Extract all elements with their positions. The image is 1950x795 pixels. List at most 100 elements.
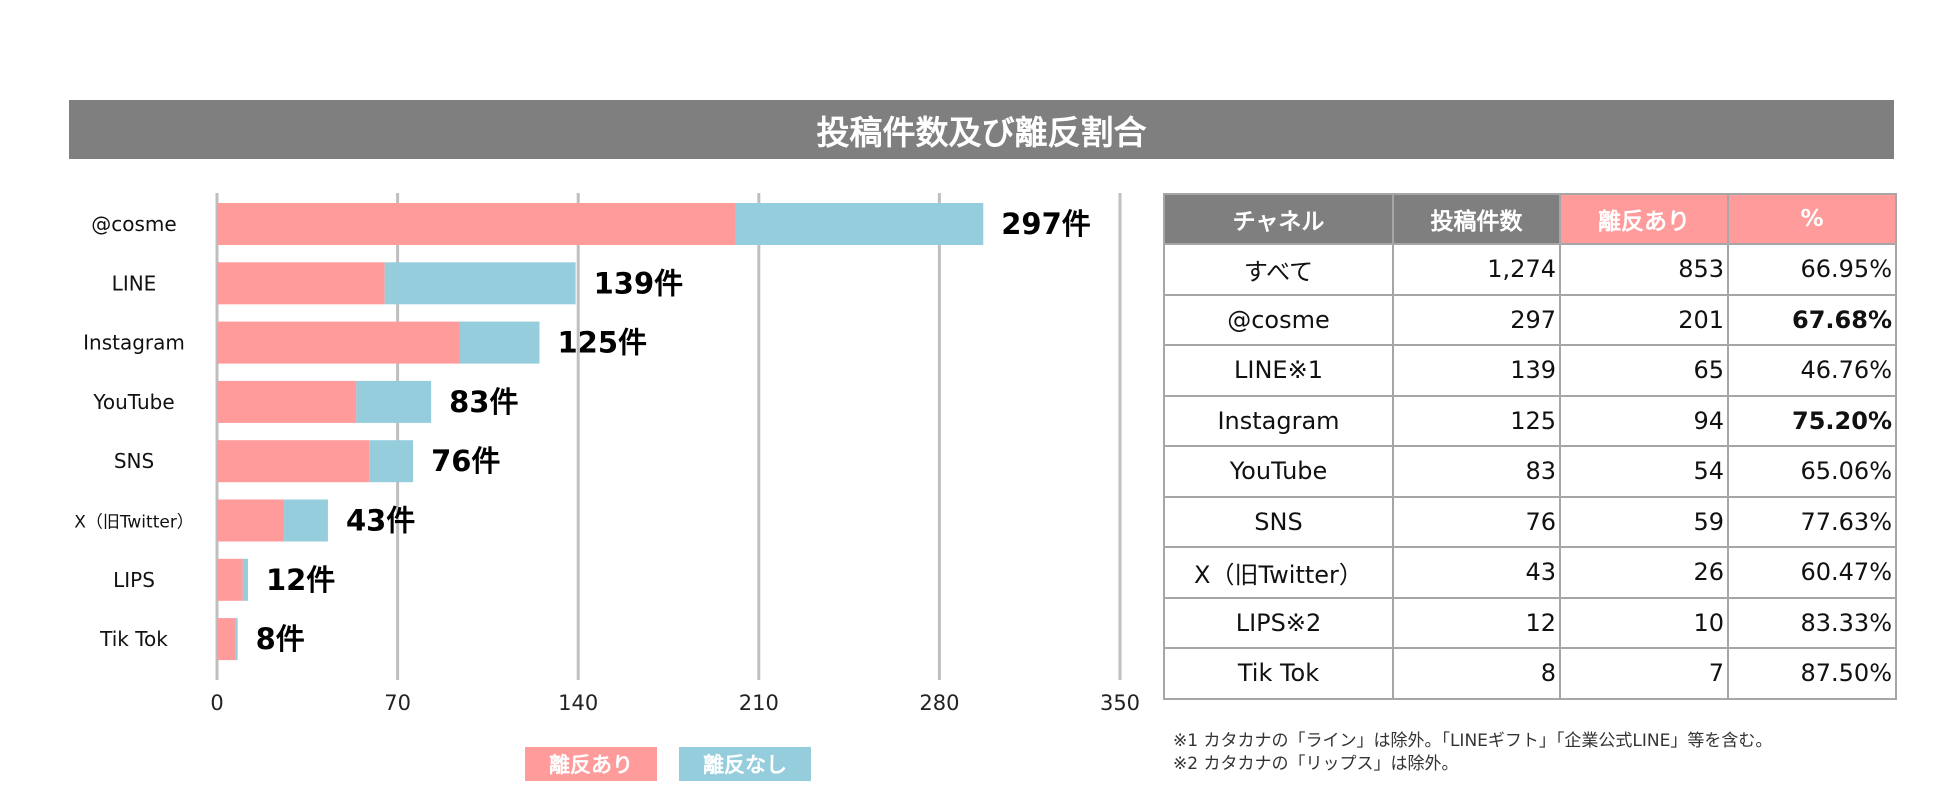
cell-churn: 201 xyxy=(1559,293,1729,346)
cell-percent: 65.06% xyxy=(1727,445,1897,498)
y-category-label: YouTube xyxy=(92,390,174,414)
table-row: すべて 1,274 853 66.95% xyxy=(1163,243,1897,296)
header-channel: チャネル xyxy=(1163,193,1394,245)
footnote-2: ※2 カタカナの「リップス」は除外。 xyxy=(1173,754,1459,774)
x-tick-label: 0 xyxy=(210,691,223,715)
bar-no-churn xyxy=(384,262,576,305)
cell-churn: 853 xyxy=(1559,243,1729,296)
bar-chart: 0 70 140 210 280 350 @cosme 297件 LINE 139件 Instagr… xyxy=(74,193,1140,715)
cell-posts: 83 xyxy=(1392,445,1561,498)
footnotes: ※1 カタカナの「ライン」は除外。「LINEギフト」「企業公式LINE」等を含む… xyxy=(1173,730,1772,776)
bar-churn xyxy=(217,499,285,542)
cell-channel: X（旧Twitter） xyxy=(1163,546,1394,599)
table-header-row: チャネル 投稿件数 離反あり % xyxy=(1163,193,1897,245)
x-tick-label: 350 xyxy=(1100,691,1140,715)
table-row: YouTube 83 54 65.06% xyxy=(1163,445,1897,498)
table-row: X（旧Twitter） 43 26 60.47% xyxy=(1163,546,1897,599)
bar-no-churn xyxy=(284,499,328,542)
bar-no-churn xyxy=(369,440,414,483)
cell-percent: 87.50% xyxy=(1727,647,1897,700)
table-row: Tik Tok 8 7 87.50% xyxy=(1163,647,1897,700)
header-percent: % xyxy=(1727,193,1897,245)
table-row: LIPS※2 12 10 83.33% xyxy=(1163,596,1897,649)
x-tick-label: 210 xyxy=(739,691,779,715)
cell-channel: YouTube xyxy=(1163,445,1394,498)
bar-total-label: 125件 xyxy=(558,326,648,360)
labels: 0 70 140 210 280 350 @cosme 297件 LINE 139件 Instagr… xyxy=(74,207,1140,715)
cell-posts: 76 xyxy=(1392,495,1561,548)
table-row: LINE※1 139 65 46.76% xyxy=(1163,344,1897,397)
bar-total-label: 43件 xyxy=(346,504,415,538)
bar-churn xyxy=(217,203,736,245)
cell-percent: 77.63% xyxy=(1727,495,1897,548)
bars xyxy=(217,203,984,661)
cell-churn: 26 xyxy=(1559,546,1729,599)
cell-channel: Instagram xyxy=(1163,394,1394,447)
bar-churn xyxy=(217,440,370,483)
x-tick-label: 140 xyxy=(558,691,598,715)
bar-churn xyxy=(217,321,460,364)
cell-channel: SNS xyxy=(1163,495,1394,548)
cell-percent: 83.33% xyxy=(1727,596,1897,649)
legend-no-churn: 離反なし xyxy=(679,747,811,781)
x-tick-label: 70 xyxy=(384,691,411,715)
cell-churn: 54 xyxy=(1559,445,1729,498)
header-posts: 投稿件数 xyxy=(1392,193,1561,245)
cell-channel: Tik Tok xyxy=(1163,647,1394,700)
table-row: @cosme 297 201 67.68% xyxy=(1163,293,1897,346)
bar-total-label: 297件 xyxy=(1001,207,1091,241)
table-row: SNS 76 59 77.63% xyxy=(1163,495,1897,548)
bar-churn xyxy=(217,262,385,305)
bar-no-churn xyxy=(459,321,540,364)
bar-no-churn xyxy=(235,618,238,661)
cell-posts: 297 xyxy=(1392,293,1561,346)
cell-churn: 59 xyxy=(1559,495,1729,548)
cell-posts: 139 xyxy=(1392,344,1561,397)
y-category-label: SNS xyxy=(114,449,154,473)
y-category-label: Tik Tok xyxy=(99,627,168,651)
y-category-label: @cosme xyxy=(91,212,176,236)
cell-channel: LIPS※2 xyxy=(1163,596,1394,649)
cell-churn: 7 xyxy=(1559,647,1729,700)
cell-churn: 94 xyxy=(1559,394,1729,447)
cell-percent: 67.68% xyxy=(1727,293,1897,346)
cell-posts: 1,274 xyxy=(1392,243,1561,296)
y-category-label: LINE xyxy=(112,271,157,295)
header-churn: 離反あり xyxy=(1559,193,1729,245)
table-row: Instagram 125 94 75.20% xyxy=(1163,394,1897,447)
bar-no-churn xyxy=(242,558,248,601)
table-body: すべて 1,274 853 66.95% @cosme 297 201 67.68% LINE※… xyxy=(1163,243,1897,700)
y-category-label: X（旧Twitter） xyxy=(74,513,194,533)
cell-posts: 125 xyxy=(1392,394,1561,447)
cell-percent: 75.20% xyxy=(1727,394,1897,447)
cell-posts: 12 xyxy=(1392,596,1561,649)
cell-channel: LINE※1 xyxy=(1163,344,1394,397)
summary-table: チャネル 投稿件数 離反あり % すべて 1,274 853 66.95% @cosme… xyxy=(1163,193,1897,700)
footnote-1: ※1 カタカナの「ライン」は除外。「LINEギフト」「企業公式LINE」等を含む… xyxy=(1173,731,1773,751)
cell-channel: すべて xyxy=(1163,243,1394,296)
bar-total-label: 83件 xyxy=(449,385,518,419)
bar-churn xyxy=(217,558,243,601)
chart-legend: 離反あり 離反なし xyxy=(525,747,811,781)
bar-total-label: 139件 xyxy=(594,266,684,300)
cell-churn: 10 xyxy=(1559,596,1729,649)
bar-total-label: 8件 xyxy=(256,622,305,656)
y-category-label: Instagram xyxy=(83,331,185,355)
bar-no-churn xyxy=(356,380,432,423)
legend-churn: 離反あり xyxy=(525,747,657,781)
chart-title: 投稿件数及び離反割合 xyxy=(69,100,1894,159)
cell-posts: 8 xyxy=(1392,647,1561,700)
y-category-label: LIPS xyxy=(113,568,155,592)
bar-total-label: 76件 xyxy=(431,444,500,478)
x-tick-label: 280 xyxy=(919,691,959,715)
cell-posts: 43 xyxy=(1392,546,1561,599)
cell-percent: 66.95% xyxy=(1727,243,1897,296)
bar-churn xyxy=(217,618,236,661)
bar-total-label: 12件 xyxy=(266,563,335,597)
cell-percent: 60.47% xyxy=(1727,546,1897,599)
cell-churn: 65 xyxy=(1559,344,1729,397)
bar-churn xyxy=(217,380,357,423)
bar-no-churn xyxy=(735,203,984,245)
cell-channel: @cosme xyxy=(1163,293,1394,346)
cell-percent: 46.76% xyxy=(1727,344,1897,397)
